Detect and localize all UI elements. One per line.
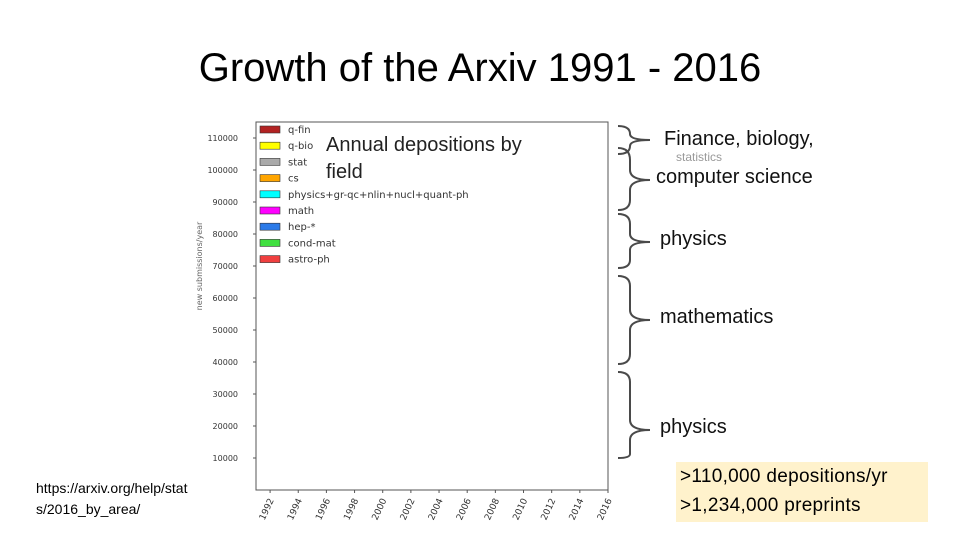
label-physics-top: physics [660,228,727,250]
legend-label-physics-gr-qc-nlin-nucl-quant-ph: physics+gr-qc+nlin+nucl+quant-ph [288,190,469,201]
y-tick-label: 100000 [207,166,238,175]
legend-label-astro-ph: astro-ph [288,255,330,266]
legend-label-hep-: hep-* [288,222,315,233]
legend-swatch-q-fin [259,125,281,134]
x-tick-label: 1998 [343,497,362,522]
label-computer-science: computer science [656,166,813,188]
legend-swatch-math [259,206,281,215]
summary-depositions: >110,000 depositions/yr [680,466,888,487]
legend-label-q-fin: q-fin [288,125,311,136]
y-tick-label: 80000 [213,230,238,239]
y-tick-label: 110000 [207,134,238,143]
legend-swatch-cond-mat [259,239,281,247]
x-tick-label: 2008 [483,497,502,522]
source-link[interactable]: https://arxiv.org/help/stats/2016_by_are… [36,480,188,517]
legend-label-math: math [288,206,314,217]
legend-swatch-stat [259,158,281,166]
x-tick-label: 1992 [258,497,277,522]
stacked-area-chart: 10000 20000 30000 40000 50000 60000 70000 80000… [190,118,620,528]
summary-box: >110,000 depositions/yr >1,234,000 prepr… [676,462,928,522]
legend-swatch-q-bio [259,141,281,150]
chart-svg: 10000 20000 30000 40000 50000 60000 70000 80000… [195,121,615,522]
brace-physics-bottom [617,371,651,459]
label-physics-bottom: physics [660,416,727,438]
x-tick-label: 1996 [314,497,333,522]
label-finance-biology: Finance, biology, [664,128,814,150]
legend-swatch-cs [259,174,281,182]
x-tick-label: 2012 [540,497,559,522]
legend-label-q-bio: q-bio [288,141,313,152]
slide-title: Growth of the Arxiv 1991 - 2016 [198,46,762,90]
x-tick-label: 2010 [511,497,530,522]
field-braces [617,125,651,459]
x-tick-label: 2006 [455,497,474,522]
legend-label-cs: cs [288,174,299,185]
y-tick-label: 40000 [213,358,238,367]
y-tick-label: 90000 [213,198,238,207]
brace-physics-top [617,213,651,269]
legend-label-stat: stat [288,157,307,168]
x-tick-label: 2014 [568,497,587,522]
y-tick-label: 70000 [213,262,238,271]
x-tick-label: 2002 [399,497,418,522]
y-tick-label: 20000 [213,422,238,431]
y-tick-label: 50000 [213,326,238,335]
legend-label-cond-mat: cond-mat [288,238,336,249]
y-tick-label: 10000 [213,454,238,463]
label-mathematics: mathematics [660,306,774,328]
y-tick-label: 30000 [213,390,238,399]
chart-annotation: Annual depositions by field [326,132,536,186]
y-tick-label: 60000 [213,294,238,303]
legend-swatch-astro-ph [259,255,281,263]
x-tick-label: 2000 [371,497,390,522]
y-axis-label: new submissions/year [195,221,204,310]
legend-swatch-physics-gr-qc-nlin-nucl-quant-ph [259,190,281,199]
x-tick-label: 2016 [596,497,615,522]
x-tick-label: 1994 [286,497,305,522]
legend-swatch-hep- [259,222,281,231]
x-tick-label: 2004 [427,497,446,522]
label-statistics-hidden: statistics [676,150,723,164]
summary-preprints: >1,234,000 preprints [680,495,861,516]
brace-cs [617,147,651,211]
chart-legend: q-fin q-bio stat cs physics+gr-qc+nlin+nucl+… [259,125,469,266]
brace-finance [617,125,651,155]
brace-math [617,275,651,365]
